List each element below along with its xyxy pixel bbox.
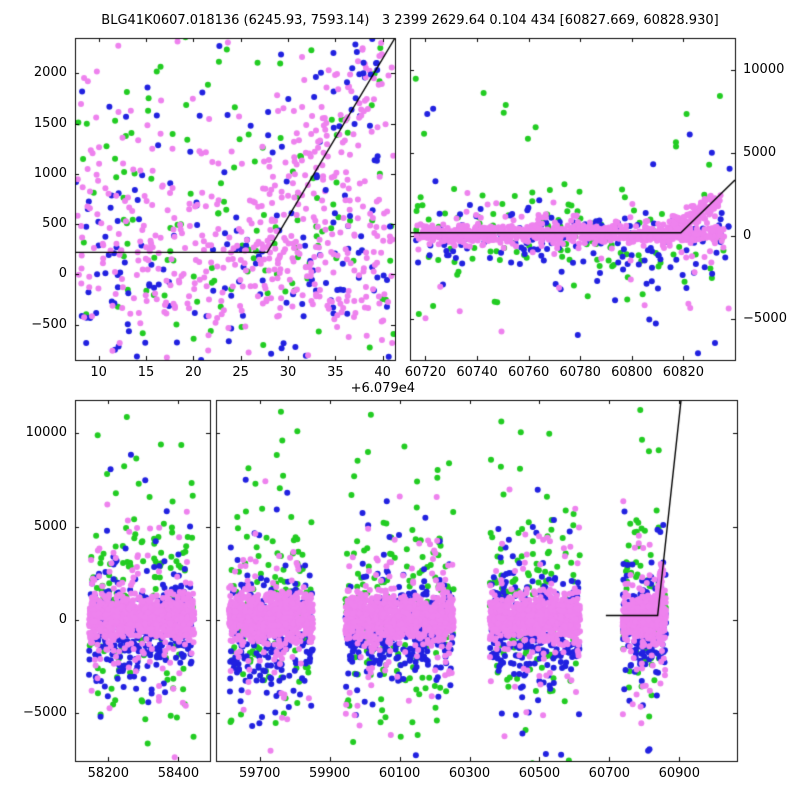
y-tick-label: 0 <box>58 266 67 282</box>
x-tick-label: 60740 <box>456 365 498 380</box>
y-tick-label: 0 <box>58 611 67 627</box>
y-tick-label: 1500 <box>33 115 67 131</box>
x-tick-label: 10 <box>90 365 107 380</box>
x-tick-label: 60820 <box>662 365 705 380</box>
y-tick-label: 10000 <box>743 62 785 78</box>
x-tick-label: 60300 <box>448 766 491 781</box>
y-tick-label: 5000 <box>743 145 777 161</box>
x-tick-label: 59900 <box>308 766 351 781</box>
x-tick-label: 60800 <box>611 365 653 380</box>
y-tick-label: 2000 <box>33 65 67 81</box>
x-tick-label: 30 <box>279 365 297 380</box>
x-tick-label: 60720 <box>404 365 447 380</box>
y-tick-label: −5000 <box>23 704 67 720</box>
y-tick-label: 1000 <box>33 165 67 181</box>
x-axis-offset-label: +6.079e4 <box>350 381 415 396</box>
x-tick-label: 60500 <box>518 766 561 781</box>
x-tick-label: 60700 <box>588 766 631 781</box>
x-tick-label: 60900 <box>658 766 700 781</box>
x-tick-label: 59700 <box>239 766 281 781</box>
y-tick-label: 10000 <box>25 425 67 441</box>
x-tick-label: 60100 <box>378 766 421 781</box>
x-tick-label: 40 <box>374 365 391 380</box>
y-tick-label: 5000 <box>33 518 67 534</box>
y-tick-label: −500 <box>31 316 67 332</box>
x-tick-label: 35 <box>327 365 344 380</box>
y-tick-label: −5000 <box>743 311 787 327</box>
y-tick-label: 500 <box>42 216 67 232</box>
x-tick-label: 58200 <box>87 766 129 781</box>
y-tick-label: 0 <box>743 228 752 244</box>
x-tick-label: 60780 <box>559 365 601 380</box>
x-tick-label: 15 <box>137 365 155 380</box>
x-tick-label: 25 <box>232 365 249 380</box>
x-tick-label: 58400 <box>157 766 200 781</box>
x-tick-label: 20 <box>185 365 202 380</box>
x-tick-label: 60760 <box>507 365 550 380</box>
